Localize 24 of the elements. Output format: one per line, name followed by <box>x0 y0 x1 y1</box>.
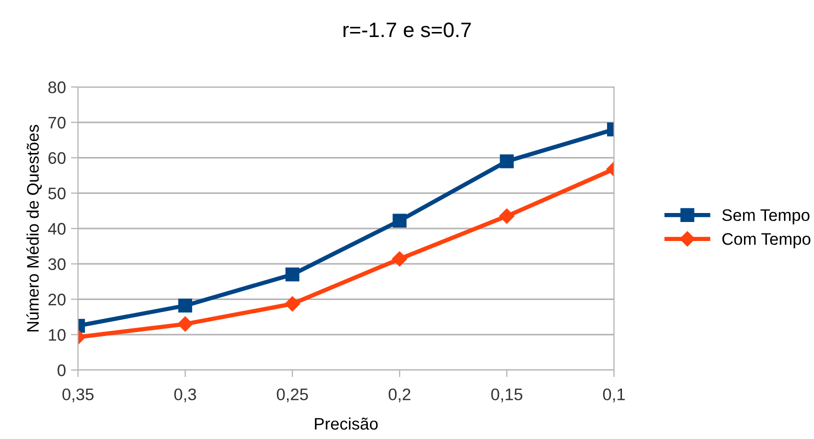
legend-label: Com Tempo <box>722 233 810 248</box>
y-axis-title: Número Médio de Questões <box>26 124 42 332</box>
point <box>284 296 300 312</box>
point <box>285 268 300 282</box>
point <box>392 251 408 266</box>
y-tick-label: 80 <box>48 81 66 94</box>
x-tick-label: 0,15 <box>491 388 522 402</box>
legend-label: Sem Tempo <box>722 209 810 224</box>
y-tick-label: 10 <box>48 329 66 341</box>
x-axis-title: Precisão <box>314 417 378 430</box>
point <box>392 214 407 228</box>
x-tick-label: 0,35 <box>62 388 94 402</box>
x-tick-label: 0,25 <box>276 388 308 402</box>
x-tick-label: 0,1 <box>603 388 625 402</box>
y-tick-label: 40 <box>48 222 66 235</box>
y-tick-label: 30 <box>48 258 66 270</box>
y-tick-label: 0 <box>58 364 66 376</box>
y-tick-label: 20 <box>48 294 66 306</box>
y-tick-label: 50 <box>48 188 66 200</box>
x-tick-label: 0,2 <box>388 388 410 402</box>
y-tick-label: 70 <box>48 116 66 129</box>
chart-title: r=-1.7 e s=0.7 <box>344 22 471 38</box>
y-tick-label: 60 <box>48 152 66 164</box>
x-tick-label: 0,3 <box>174 388 196 402</box>
